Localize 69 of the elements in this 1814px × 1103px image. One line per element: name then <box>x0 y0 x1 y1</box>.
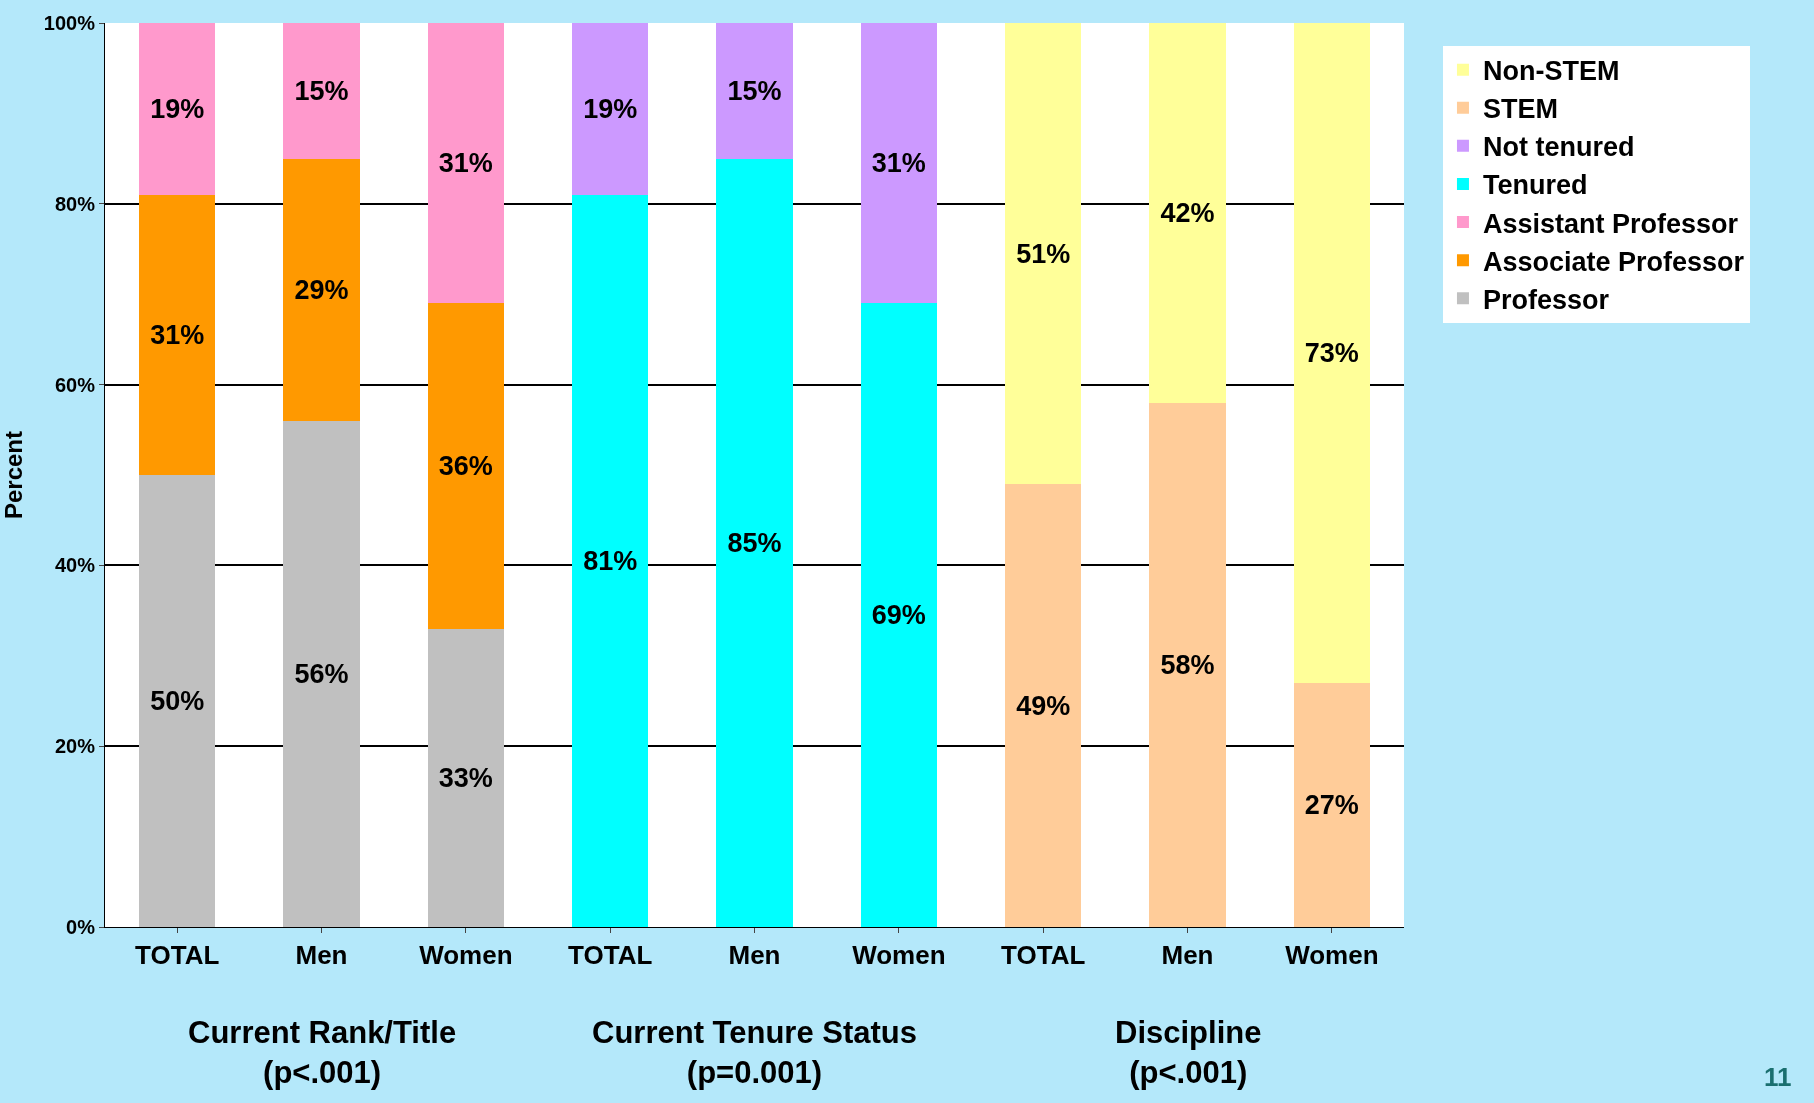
legend-label: Not tenured <box>1482 132 1635 163</box>
text: 11 <box>1764 1062 1792 1092</box>
y-tick-label: 100% <box>43 12 96 34</box>
x-tick-label: Women <box>419 940 513 971</box>
legend-label: STEM <box>1482 94 1558 125</box>
x-tick-label: TOTAL <box>1001 940 1086 971</box>
data-label: 49% <box>1016 690 1071 721</box>
legend-label: Associate Professor <box>1482 246 1745 277</box>
legend-label: Tenured <box>1482 170 1588 201</box>
data-label: 85% <box>727 527 782 558</box>
bar <box>283 158 360 421</box>
data-label: 33% <box>438 762 493 793</box>
bar <box>1004 484 1082 927</box>
data-label: 31% <box>871 148 926 179</box>
bar <box>571 194 649 927</box>
legend-label: Assistant Professor <box>1482 208 1739 239</box>
legend-label: Professor <box>1482 284 1610 315</box>
y-tick-label: 20% <box>54 735 96 758</box>
data-label: 50% <box>150 686 205 716</box>
x-tick-label: TOTAL <box>135 940 220 971</box>
bar <box>716 23 793 159</box>
bar <box>283 420 360 927</box>
data-label: 27% <box>1304 789 1359 820</box>
x-tick-label: Women <box>1285 940 1379 971</box>
data-label: 69% <box>871 600 926 631</box>
bar <box>427 628 505 927</box>
data-label: 15% <box>727 75 782 106</box>
bar <box>138 475 216 927</box>
text: Current Rank/Title (p<.001) <box>188 1015 457 1091</box>
y-axis-title: Percent <box>0 430 27 520</box>
bar <box>860 303 938 927</box>
data-label: 42% <box>1160 197 1215 228</box>
bar <box>1149 402 1226 927</box>
bar <box>283 23 360 159</box>
data-label: 19% <box>583 93 638 124</box>
data-label: 31% <box>150 319 205 350</box>
x-tick-label: Men <box>1161 940 1214 971</box>
data-label: 15% <box>294 75 349 106</box>
bar <box>860 23 938 304</box>
bar <box>1004 23 1082 485</box>
bar <box>138 194 216 475</box>
data-label: 51% <box>1016 238 1071 269</box>
x-tick-label: Men <box>728 940 781 971</box>
y-tick-label: 0% <box>66 916 96 938</box>
bar <box>427 23 505 304</box>
bar <box>571 23 649 195</box>
data-label: 81% <box>583 545 638 576</box>
x-tick-label: Men <box>295 940 348 971</box>
bar <box>1293 682 1371 927</box>
text: Current Tenure Status (p=0.001) <box>592 1015 917 1091</box>
bar <box>138 23 216 195</box>
legend-label: Non-STEM <box>1482 56 1620 87</box>
data-label: 29% <box>294 274 349 305</box>
x-tick-label: Women <box>852 940 946 971</box>
y-tick-label: 80% <box>54 192 96 215</box>
bar <box>1293 23 1371 683</box>
bar <box>716 158 793 927</box>
data-label: 36% <box>438 450 493 481</box>
y-tick-label: 40% <box>54 554 96 577</box>
text: Discipline (p<.001) <box>1115 1015 1262 1091</box>
x-tick-label: TOTAL <box>568 940 653 971</box>
data-label: 73% <box>1304 337 1359 368</box>
data-label: 58% <box>1160 649 1215 680</box>
bar <box>1149 23 1226 403</box>
data-label: 19% <box>150 93 205 124</box>
data-label: 31% <box>438 148 493 179</box>
data-label: 56% <box>294 658 349 689</box>
y-tick-label: 60% <box>54 373 96 396</box>
bar <box>427 303 505 629</box>
